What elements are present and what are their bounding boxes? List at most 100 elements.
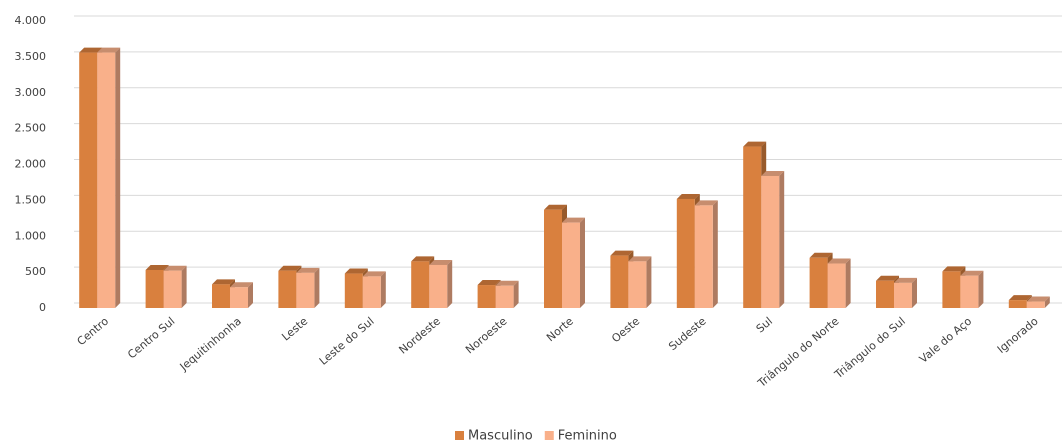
bar	[278, 270, 297, 308]
x-tick-label: Oeste	[609, 314, 642, 345]
bar-top	[495, 280, 519, 286]
bar	[809, 257, 828, 308]
bar-side	[845, 258, 851, 308]
x-tick-label: Leste	[279, 314, 310, 343]
bar-top	[610, 250, 634, 256]
bar-side	[314, 267, 320, 308]
bar-top	[761, 170, 785, 176]
bar	[362, 276, 381, 308]
x-tick-label: Jequitinhonha	[177, 315, 244, 374]
bar-top	[411, 256, 435, 262]
bar	[562, 222, 580, 308]
y-tick-label: 0	[39, 301, 46, 314]
bar-side	[513, 280, 519, 308]
x-tick-label: Centro	[75, 314, 112, 348]
bar	[344, 273, 363, 308]
legend: Masculino Feminino	[455, 429, 617, 443]
bar-side	[978, 270, 984, 308]
bar-top	[562, 217, 585, 223]
bar	[743, 146, 762, 308]
bar-side	[712, 200, 718, 308]
bar-top	[628, 256, 652, 262]
legend-swatch	[544, 431, 554, 440]
x-tick-label: Noroeste	[463, 314, 509, 356]
bar	[827, 263, 846, 308]
bar	[495, 285, 514, 308]
bar-side	[380, 271, 386, 308]
bar-top	[163, 265, 187, 271]
x-tick-label: Vale do Aço	[917, 314, 975, 365]
bar-top	[145, 264, 169, 270]
bar	[145, 269, 164, 308]
bar-top	[97, 47, 121, 53]
bar-top	[230, 282, 253, 288]
x-tick-label: Sul	[754, 315, 775, 336]
bar-top	[743, 141, 767, 147]
bar-top	[809, 252, 833, 258]
y-tick-label: 1.000	[15, 229, 47, 242]
bar-side	[1044, 296, 1050, 308]
bar-side	[447, 259, 453, 308]
y-tick-label: 2.500	[15, 122, 47, 135]
bar-top	[960, 270, 984, 276]
bar-top	[79, 47, 103, 53]
x-tick-label: Sudeste	[666, 314, 709, 353]
bar	[960, 275, 979, 308]
bar	[1008, 300, 1027, 308]
x-tick-label: Centro Sul	[125, 315, 177, 362]
bar-top	[876, 275, 899, 281]
bar-top	[676, 193, 700, 199]
bar	[411, 261, 430, 308]
bar	[1026, 301, 1045, 308]
bar	[544, 209, 562, 308]
x-tick-label: Triângulo do Sul	[831, 315, 907, 382]
bar-top	[694, 200, 718, 206]
y-tick-label: 2.000	[15, 158, 47, 171]
bar	[477, 285, 496, 308]
y-tick-label: 3.000	[15, 86, 47, 99]
bar-top	[894, 277, 917, 283]
bar	[230, 287, 248, 308]
bar	[628, 261, 647, 308]
bar-top	[278, 265, 302, 271]
bar-top	[544, 204, 567, 210]
y-tick-label: 4.000	[15, 14, 47, 27]
y-tick-label: 3.500	[15, 50, 47, 63]
bar-top	[1008, 295, 1032, 301]
bar-top	[1026, 296, 1050, 302]
x-tick-label: Norte	[544, 314, 576, 344]
bar	[610, 255, 629, 308]
bar-top	[212, 279, 235, 285]
bar	[163, 270, 182, 308]
bar	[79, 52, 98, 308]
bar	[894, 282, 912, 308]
bar	[212, 284, 230, 308]
bar-side	[580, 217, 585, 308]
bar	[942, 271, 961, 308]
bar	[429, 264, 448, 308]
bar	[761, 175, 780, 308]
bar-side	[646, 256, 652, 308]
bar-side	[181, 265, 187, 308]
legend-swatch	[455, 431, 464, 440]
x-tick-label: Nordeste	[397, 314, 444, 356]
bar	[97, 52, 116, 308]
bar-top	[942, 266, 966, 272]
bar-top	[429, 259, 453, 265]
y-tick-label: 500	[25, 265, 46, 278]
bar-top	[477, 280, 501, 286]
bar-top	[827, 258, 851, 264]
y-tick-label: 1.500	[15, 193, 47, 206]
bar	[296, 272, 315, 308]
bar-side	[248, 282, 253, 308]
bar-top	[362, 271, 386, 277]
bar	[676, 198, 695, 308]
x-tick-label: Ignorado	[995, 314, 1041, 356]
legend-label: Masculino	[468, 429, 533, 443]
bar-side	[779, 170, 785, 308]
x-tick-label: Leste do Sul	[317, 315, 377, 368]
bar-top	[296, 267, 320, 273]
bar	[876, 280, 894, 308]
bar-side	[912, 277, 917, 308]
